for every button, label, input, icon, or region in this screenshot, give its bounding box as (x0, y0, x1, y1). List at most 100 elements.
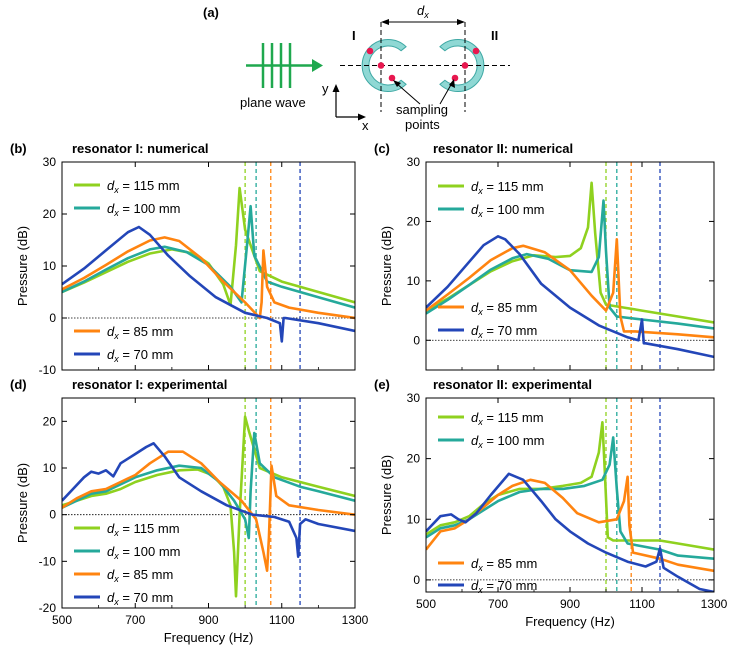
x-tick-label: 1300 (701, 597, 728, 611)
sampling-arrows (393, 79, 455, 105)
plane-wave-label: plane wave (240, 95, 306, 110)
y-tick-label: 10 (407, 512, 421, 526)
series-line-c115 (426, 181, 714, 324)
legend-label: dx = 100 mm (107, 544, 181, 561)
panel-b-resonator-i-numerical: (b) resonator I: numerical -10 0 10 20 30 Press… (10, 141, 356, 377)
y-tick-label: 0 (49, 311, 56, 325)
series-line-c70 (62, 442, 355, 558)
y-tick-label: 30 (43, 155, 57, 169)
legend-label: dx = 115 mm (471, 410, 544, 427)
y-axis-label: Pressure (dB) (15, 463, 30, 543)
series-line-c85 (62, 450, 355, 572)
y-axis-label: Pressure (dB) (15, 226, 30, 306)
sampling-point (472, 47, 480, 55)
legend-label: dx = 115 mm (107, 178, 180, 195)
schematic: (a) plane wave y x (203, 3, 510, 133)
legend-label: dx = 70 mm (107, 347, 173, 364)
resonator-ii-label: II (491, 28, 498, 43)
x-tick-label: 1100 (629, 597, 655, 611)
legend-label: dx = 115 mm (107, 521, 180, 538)
chart-title: resonator I: experimental (72, 377, 227, 392)
plot-frame (61, 397, 356, 609)
legend-label: dx = 70 mm (107, 590, 173, 607)
panel-label: (e) (374, 377, 390, 392)
y-tick-label: -20 (39, 601, 57, 615)
chart-title: resonator II: numerical (433, 141, 573, 156)
sampling-point (461, 62, 469, 69)
legend-label: dx = 100 mm (107, 201, 181, 218)
y-tick-label: 10 (407, 274, 421, 288)
y-tick-label: 20 (407, 452, 421, 466)
series-group (426, 421, 714, 592)
y-tick-label: 10 (43, 461, 57, 475)
y-tick-label: -10 (39, 363, 57, 377)
series-group (62, 186, 355, 343)
y-tick-label: 0 (49, 508, 56, 522)
chart-title: resonator II: experimental (433, 377, 592, 392)
schematic-label: (a) (203, 5, 219, 20)
x-tick-label: 500 (416, 597, 436, 611)
legend-label: dx = 115 mm (471, 179, 544, 196)
series-line-c85 (426, 238, 714, 339)
legend-label: dx = 70 mm (471, 578, 537, 595)
panel-label: (d) (10, 377, 27, 392)
y-tick-label: -10 (39, 554, 57, 568)
series-line-c115 (62, 415, 355, 598)
sampling-label-line2: points (405, 117, 440, 132)
series-line-c100 (426, 436, 714, 560)
y-tick-label: 20 (43, 207, 57, 221)
x-tick-label: 700 (488, 597, 508, 611)
x-tick-label: 1100 (269, 613, 295, 627)
panel-d-resonator-i-experimental: (d) resonator I: experimental 500 700 900 110… (10, 377, 369, 645)
series-line-c100 (426, 199, 714, 330)
x-tick-label: 500 (52, 613, 72, 627)
legend-label: dx = 100 mm (471, 433, 545, 450)
x-tick-label: 900 (198, 613, 218, 627)
panel-label: (b) (10, 141, 27, 156)
legend-label: dx = 100 mm (471, 202, 545, 219)
chart-title: resonator I: numerical (72, 141, 209, 156)
sampling-point (377, 62, 385, 69)
series-line-c70 (426, 472, 714, 592)
legend-label: dx = 85 mm (471, 556, 537, 573)
x-tick-label: 1300 (342, 613, 369, 627)
series-line-c70 (426, 235, 714, 359)
plane-wave-icon (246, 43, 323, 88)
dx-label: dx (417, 3, 429, 20)
y-tick-label: 30 (407, 155, 421, 169)
y-tick-label: 20 (407, 214, 421, 228)
sampling-point (388, 74, 396, 82)
sampling-label-line1: sampling (396, 102, 448, 117)
axis-y-label: y (322, 81, 329, 96)
y-axis-label: Pressure (dB) (379, 455, 394, 535)
coordinate-axes-icon (332, 84, 366, 121)
panel-e-resonator-ii-experimental: (e) resonator II: experimental 500 700 900 11… (374, 377, 728, 629)
series-line-c115 (62, 186, 355, 307)
x-tick-label: 900 (560, 597, 580, 611)
y-tick-label: 10 (43, 259, 57, 273)
series-group (426, 181, 714, 359)
legend-label: dx = 85 mm (471, 300, 537, 317)
legend-label: dx = 85 mm (107, 567, 173, 584)
sampling-point (451, 74, 459, 82)
x-axis-label: Frequency (Hz) (525, 614, 615, 629)
legend-label: dx = 70 mm (471, 323, 537, 340)
y-tick-label: 20 (43, 414, 57, 428)
x-axis-label: Frequency (Hz) (164, 630, 254, 645)
plot-frame (425, 161, 715, 371)
y-tick-label: 0 (413, 333, 420, 347)
series-line-c85 (426, 475, 714, 573)
y-tick-label: 0 (413, 573, 420, 587)
series-line-c85 (62, 236, 355, 320)
series-line-c70 (62, 225, 355, 343)
y-tick-label: 30 (407, 391, 421, 405)
legend-label: dx = 85 mm (107, 324, 173, 341)
panel-c-resonator-ii-numerical: (c) resonator II: numerical 0 10 20 30 Pressur… (374, 141, 715, 371)
axis-x-label: x (362, 118, 369, 133)
resonator-i-label: I (352, 28, 356, 43)
dx-arrow-icon (381, 19, 465, 25)
panel-label: (c) (374, 141, 390, 156)
series-group (62, 415, 355, 598)
sampling-points (366, 47, 480, 82)
